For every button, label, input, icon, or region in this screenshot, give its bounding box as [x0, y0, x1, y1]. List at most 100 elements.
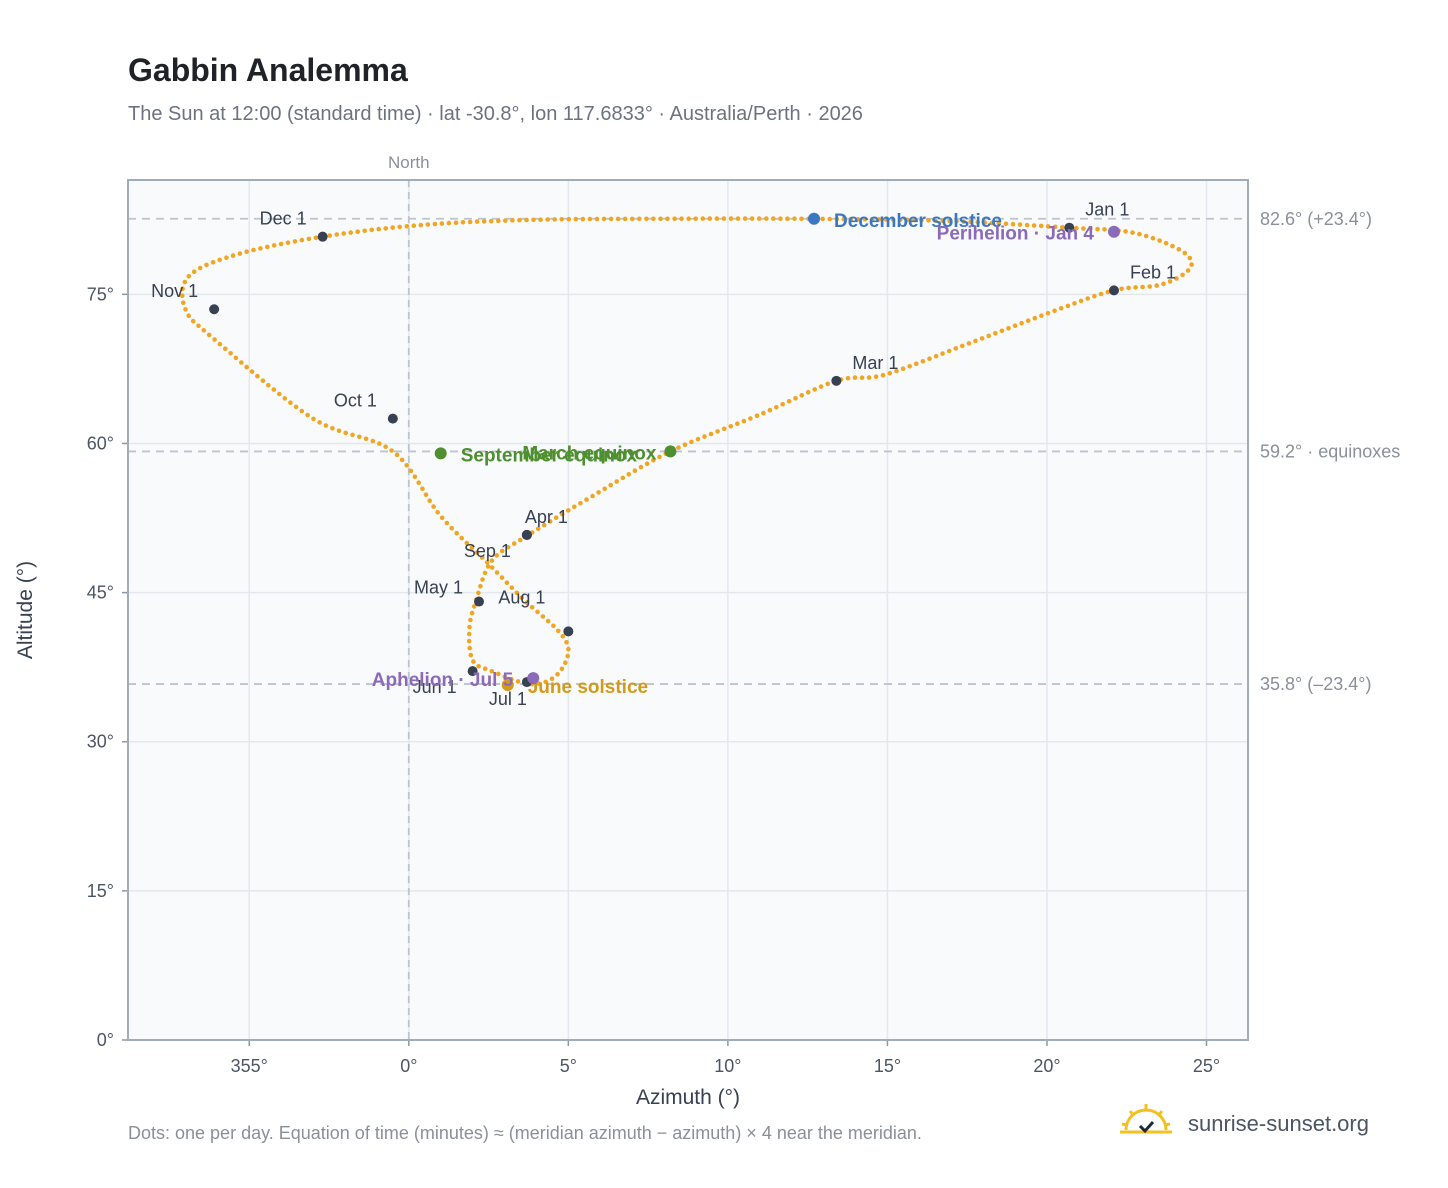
daily-position-dot — [894, 368, 899, 374]
daily-position-dot — [961, 219, 966, 224]
daily-position-dot — [1095, 226, 1100, 232]
daily-position-dot — [756, 216, 762, 221]
daily-position-dot — [535, 526, 541, 532]
month-label: Jan 1 — [1085, 200, 1129, 220]
daily-position-dot — [563, 660, 568, 665]
daily-position-dot — [1133, 285, 1138, 290]
daily-position-dot — [1081, 226, 1086, 231]
daily-position-dot — [584, 497, 589, 502]
event-marker — [527, 672, 540, 685]
daily-position-dot — [357, 434, 362, 440]
daily-position-dot — [489, 668, 495, 674]
event-marker — [434, 447, 447, 460]
daily-position-dot — [408, 468, 414, 474]
daily-position-dot — [362, 228, 368, 234]
daily-position-dot — [524, 217, 529, 223]
daily-position-dot — [519, 595, 525, 600]
daily-position-dot — [1119, 286, 1124, 292]
daily-position-dot — [552, 217, 557, 222]
chart-title: Gabbin Analemma — [128, 52, 408, 88]
daily-position-dot — [989, 220, 995, 226]
month-marker — [467, 666, 478, 677]
daily-position-dot — [288, 400, 293, 406]
daily-position-dot — [1045, 224, 1051, 229]
daily-position-dot — [228, 351, 233, 356]
daily-position-dot — [728, 424, 734, 429]
daily-position-dot — [479, 555, 485, 560]
daily-position-dot — [1052, 224, 1058, 230]
event-label: December solstice — [834, 211, 1002, 232]
daily-position-dot — [476, 663, 481, 669]
daily-position-dot — [707, 216, 713, 221]
daily-position-dot — [841, 216, 847, 222]
daily-position-dot — [749, 216, 755, 221]
daily-position-dot — [1147, 284, 1152, 289]
daily-position-dot — [626, 472, 632, 477]
daily-position-dot — [940, 218, 945, 224]
daily-position-dot — [514, 590, 520, 596]
daily-position-dot — [453, 220, 459, 225]
daily-position-dot — [761, 410, 766, 416]
brand[interactable]: sunrise-sunset.org — [1120, 1102, 1369, 1146]
daily-position-dot — [615, 216, 621, 222]
daily-position-dot — [239, 360, 244, 365]
y-tick-label: 75° — [87, 284, 114, 304]
daily-position-dot — [355, 229, 361, 234]
daily-position-dot — [1157, 238, 1162, 243]
month-marker — [1108, 285, 1119, 296]
daily-position-dot — [834, 216, 840, 222]
daily-position-dot — [572, 504, 577, 510]
daily-position-dot — [876, 217, 882, 222]
daily-position-dot — [812, 387, 817, 392]
daily-position-dot — [466, 631, 472, 637]
daily-position-dot — [1038, 223, 1044, 229]
x-tick-label: 5° — [560, 1056, 577, 1076]
event-marker — [808, 212, 821, 225]
daily-position-dot — [330, 426, 335, 431]
daily-position-dot — [404, 463, 410, 468]
daily-position-dot — [181, 300, 186, 306]
brand-name: sunrise-sunset.org — [1188, 1111, 1369, 1136]
daily-position-dot — [672, 216, 677, 221]
daily-position-dot — [679, 216, 684, 221]
daily-position-dot — [180, 286, 185, 292]
daily-position-dot — [1078, 298, 1084, 304]
daily-position-dot — [233, 355, 239, 361]
month-label: Sep 1 — [464, 541, 511, 561]
daily-position-dot — [545, 618, 551, 624]
daily-position-dot — [397, 224, 403, 230]
daily-position-dot — [505, 544, 511, 550]
daily-position-dot — [820, 216, 825, 222]
daily-position-dot — [566, 216, 572, 222]
daily-position-dot — [545, 217, 550, 222]
daily-position-dot — [1045, 310, 1051, 316]
daily-position-dot — [467, 645, 473, 651]
daily-position-dot — [559, 217, 564, 222]
daily-position-dot — [285, 240, 291, 245]
daily-position-dot — [206, 332, 212, 338]
event-marker — [1107, 225, 1120, 238]
daily-position-dot — [742, 216, 748, 221]
y-tick-label: 15° — [87, 881, 114, 901]
daily-position-dot — [469, 545, 475, 551]
daily-position-dot — [665, 216, 670, 222]
daily-position-dot — [531, 217, 536, 223]
daily-position-dot — [197, 265, 203, 271]
month-marker — [387, 413, 398, 424]
daily-position-dot — [1102, 227, 1107, 232]
daily-position-dot — [786, 399, 792, 404]
daily-position-dot — [632, 468, 638, 474]
daily-position-dot — [223, 346, 228, 352]
daily-position-dot — [535, 609, 540, 615]
daily-position-dot — [689, 439, 694, 445]
daily-position-dot — [565, 653, 570, 659]
daily-position-dot — [435, 510, 441, 515]
daily-position-dot — [244, 249, 249, 254]
daily-position-dot — [1010, 221, 1016, 227]
daily-position-dot — [180, 293, 185, 299]
daily-position-dot — [973, 338, 978, 344]
daily-position-dot — [423, 492, 429, 498]
month-marker — [831, 375, 842, 386]
daily-position-dot — [204, 262, 209, 268]
daily-position-dot — [590, 493, 595, 499]
